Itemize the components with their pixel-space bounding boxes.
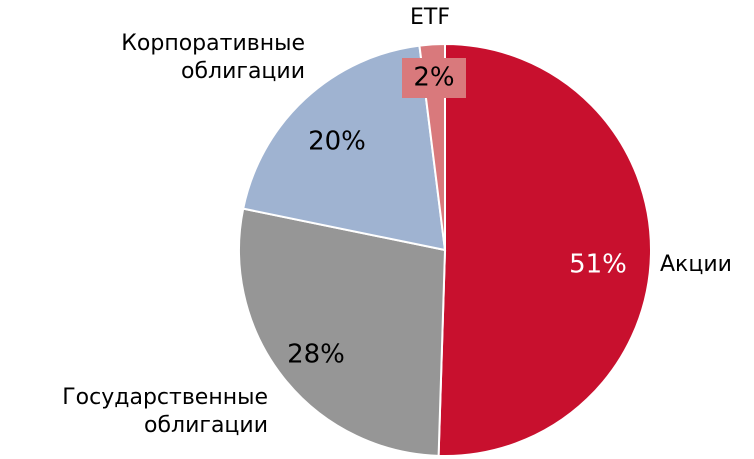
category-label: Акции [660, 252, 732, 277]
category-label: Государственные облигации [62, 385, 268, 438]
value-label: 51% [569, 250, 627, 280]
pie-slice [242, 44, 447, 252]
pie-slice [437, 42, 652, 457]
pie-slice [238, 207, 447, 457]
category-label: ETF [410, 5, 450, 30]
value-label-bg [402, 58, 466, 98]
category-label: Корпоративные облигации [121, 31, 305, 84]
value-label: 28% [287, 340, 345, 370]
value-label: 20% [308, 127, 366, 157]
value-label: 2% [413, 63, 454, 93]
